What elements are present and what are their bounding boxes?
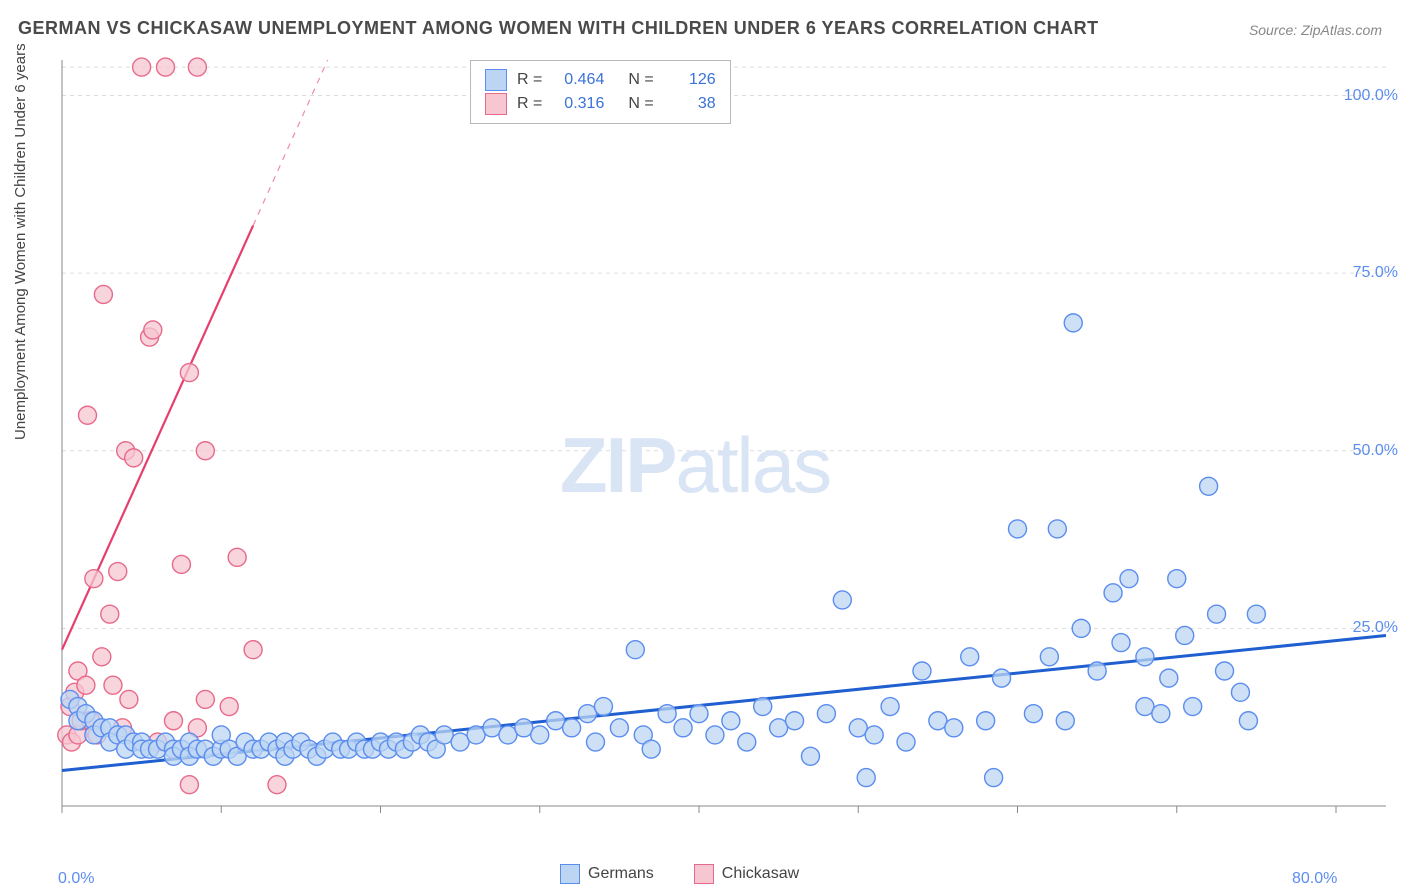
legend-swatch xyxy=(485,93,507,115)
legend-r-label: R = xyxy=(517,71,542,89)
legend-row: R = 0.316 N = 38 xyxy=(485,93,716,115)
legend-item: Chickasaw xyxy=(694,864,799,884)
legend-n-label: N = xyxy=(628,71,653,89)
legend-n-value: 126 xyxy=(664,71,716,89)
series-legend: Germans Chickasaw xyxy=(560,864,799,884)
legend-r-label: R = xyxy=(517,95,542,113)
legend-swatch xyxy=(560,864,580,884)
legend-label: Chickasaw xyxy=(722,865,799,883)
legend-r-value: 0.316 xyxy=(552,95,604,113)
legend-swatch xyxy=(694,864,714,884)
legend-label: Germans xyxy=(588,865,654,883)
legend-swatch xyxy=(485,69,507,91)
y-tick-label: 50.0% xyxy=(1353,442,1398,460)
legend-item: Germans xyxy=(560,864,654,884)
scatter-plot xyxy=(52,56,1386,846)
legend-r-value: 0.464 xyxy=(552,71,604,89)
y-tick-label: 100.0% xyxy=(1344,87,1398,105)
x-tick-label: 0.0% xyxy=(58,870,94,888)
x-tick-label: 80.0% xyxy=(1292,870,1337,888)
correlation-legend: R = 0.464 N = 126 R = 0.316 N = 38 xyxy=(470,60,731,124)
source-attribution: Source: ZipAtlas.com xyxy=(1249,22,1382,38)
y-axis-label: Unemployment Among Women with Children U… xyxy=(12,43,29,440)
y-tick-label: 25.0% xyxy=(1353,619,1398,637)
legend-row: R = 0.464 N = 126 xyxy=(485,69,716,91)
legend-n-label: N = xyxy=(628,95,653,113)
legend-n-value: 38 xyxy=(664,95,716,113)
chart-title: GERMAN VS CHICKASAW UNEMPLOYMENT AMONG W… xyxy=(18,18,1099,39)
y-tick-label: 75.0% xyxy=(1353,264,1398,282)
